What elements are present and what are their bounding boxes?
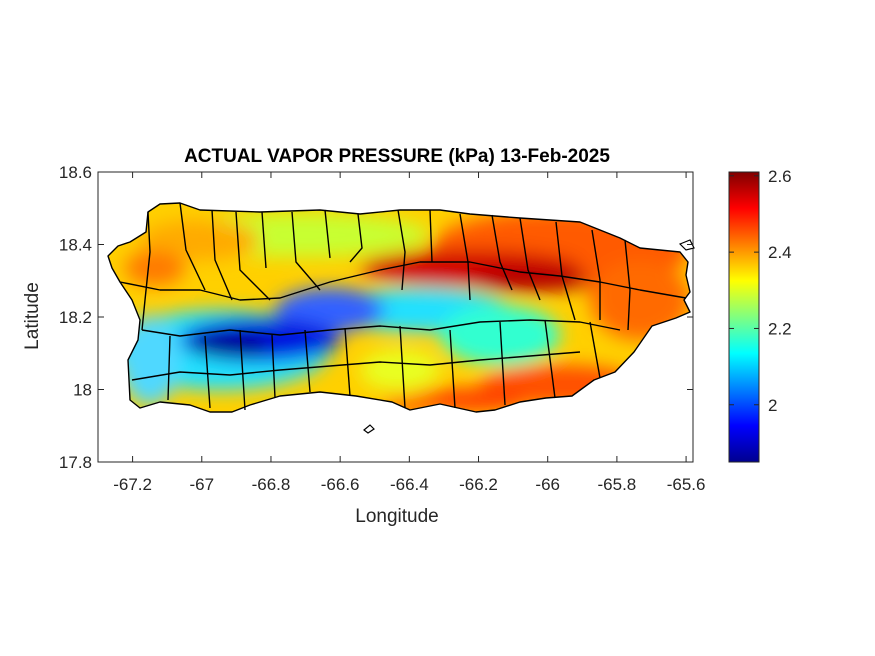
field-blob [470, 268, 590, 292]
field-blob [275, 288, 385, 332]
y-axis-ticks: 18.6 18.4 18.2 18 17.8 [59, 163, 693, 472]
vapor-pressure-field [108, 203, 690, 412]
x-tick-label: -66.4 [390, 475, 429, 494]
field-blob [440, 305, 560, 365]
x-tick-label: -66.8 [252, 475, 291, 494]
field-blob [360, 350, 440, 390]
x-tick-label: -67.2 [113, 475, 152, 494]
y-axis-label: Latitude [22, 282, 43, 350]
chart-title: ACTUAL VAPOR PRESSURE (kPa) 13-Feb-2025 [184, 146, 610, 167]
x-tick-label: -67 [189, 475, 214, 494]
municipal-boundaries [107, 202, 691, 413]
x-axis-label: Longitude [355, 506, 438, 527]
y-tick-label: 18 [73, 381, 92, 400]
field-blob [190, 333, 270, 357]
colorbar-tick-label: 2.6 [768, 167, 792, 186]
x-tick-label: -65.8 [598, 475, 637, 494]
caja-de-muertos-island [363, 424, 375, 434]
field-blob [590, 260, 690, 340]
x-axis-ticks: -67.2 -67 -66.8 -66.6 -66.4 -66.2 -66 -65.8 -65.… [113, 172, 705, 494]
colorbar-ticks: 2.6 2.4 2.2 2 [729, 167, 792, 415]
y-tick-label: 18.2 [59, 308, 92, 327]
colorbar-tick-label: 2.2 [768, 319, 792, 338]
colorbar-tick-label: 2 [768, 396, 777, 415]
y-tick-label: 18.4 [59, 236, 92, 255]
x-tick-label: -65.6 [667, 475, 706, 494]
y-tick-label: 18.6 [59, 163, 92, 182]
y-tick-label: 17.8 [59, 453, 92, 472]
colorbar [728, 171, 760, 463]
colorbar-tick-label: 2.4 [768, 243, 792, 262]
x-tick-label: -66 [535, 475, 560, 494]
x-tick-label: -66.2 [459, 475, 498, 494]
field-blob [125, 250, 185, 286]
field-blob [140, 220, 260, 260]
x-tick-label: -66.6 [321, 475, 360, 494]
